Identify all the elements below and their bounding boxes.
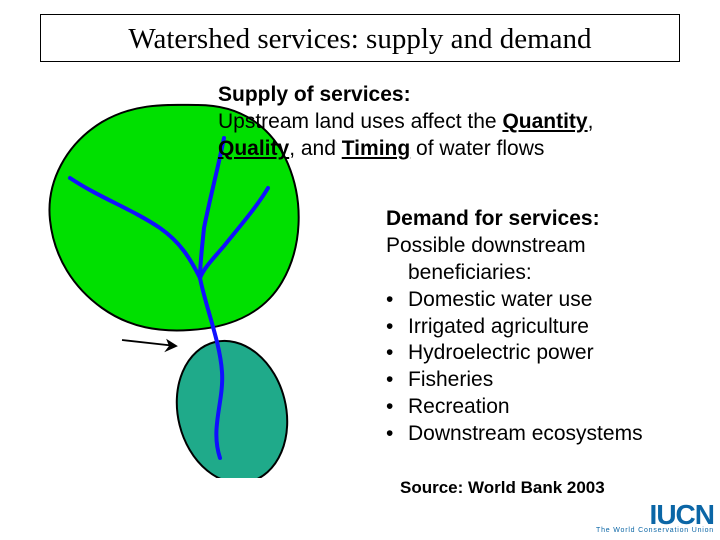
source-citation: Source: World Bank 2003 (400, 478, 605, 498)
supply-heading: Supply of services: (218, 83, 411, 106)
bullet-row: •Irrigated agriculture (386, 314, 716, 341)
downstream-waterbody-shape (162, 329, 302, 478)
bullet-text: Fisheries (408, 367, 493, 394)
demand-sub2: beneficiaries: (386, 261, 532, 284)
demand-sub1: Possible downstream (386, 234, 586, 257)
bullet-dot-icon: • (386, 314, 408, 341)
supply-sep1: , (588, 110, 594, 133)
demand-text-block: Demand for services: Possible downstream… (386, 206, 716, 448)
bullet-dot-icon: • (386, 340, 408, 367)
slide: Watershed services: supply and demand Su… (0, 0, 720, 540)
iucn-logo: IUCN The World Conservation Union (596, 502, 714, 534)
bullet-dot-icon: • (386, 394, 408, 421)
bullet-text: Downstream ecosystems (408, 421, 643, 448)
demand-heading: Demand for services: (386, 207, 600, 230)
bullet-dot-icon: • (386, 421, 408, 448)
bullet-text: Recreation (408, 394, 510, 421)
bullet-row: •Domestic water use (386, 287, 716, 314)
supply-kw-timing: Timing (342, 137, 410, 160)
bullet-dot-icon: • (386, 367, 408, 394)
bullet-row: •Fisheries (386, 367, 716, 394)
iucn-logo-subtitle: The World Conservation Union (596, 527, 714, 534)
flow-arrow (122, 340, 176, 350)
bullet-text: Domestic water use (408, 287, 592, 314)
supply-text-block: Supply of services: Upstream land uses a… (218, 82, 708, 163)
supply-text-pre: Upstream land uses affect the (218, 110, 502, 133)
slide-title: Watershed services: supply and demand (40, 14, 680, 62)
supply-kw-quality: Quality (218, 137, 289, 160)
bullet-row: •Recreation (386, 394, 716, 421)
bullet-row: •Hydroelectric power (386, 340, 716, 367)
supply-kw-quantity: Quantity (502, 110, 587, 133)
bullet-row: •Downstream ecosystems (386, 421, 716, 448)
bullet-text: Irrigated agriculture (408, 314, 589, 341)
bullet-dot-icon: • (386, 287, 408, 314)
supply-text-post: of water flows (410, 137, 544, 160)
bullet-text: Hydroelectric power (408, 340, 594, 367)
iucn-logo-text: IUCN (596, 502, 714, 527)
supply-sep2: , and (289, 137, 342, 160)
